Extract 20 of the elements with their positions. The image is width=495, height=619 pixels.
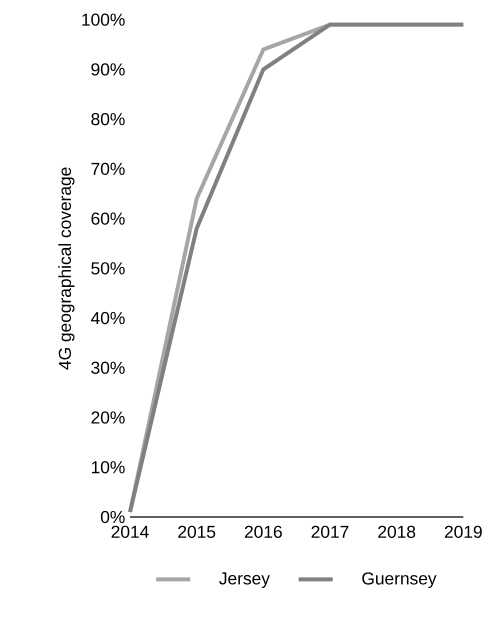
x-tick-label: 2016: [244, 526, 282, 538]
y-tick-label: 30%: [91, 362, 125, 374]
x-tick-label: 2015: [178, 526, 216, 538]
y-tick-label: 70%: [91, 162, 125, 175]
y-axis-title: 4G geographical coverage: [58, 168, 74, 370]
x-tick-label: 2014: [112, 526, 149, 538]
y-tick-label: 60%: [91, 212, 125, 225]
y-tick-label: 0%: [100, 510, 125, 524]
x-tick-label: 2017: [312, 526, 348, 538]
y-tick-label: 40%: [90, 312, 125, 324]
y-tick-label: 90%: [91, 63, 125, 76]
y-tick-label: 10%: [92, 461, 125, 474]
x-tick-label: 2018: [378, 526, 416, 538]
y-tick-label: 80%: [91, 112, 125, 126]
y-tick-label: 50%: [91, 262, 125, 274]
legend-label: Jersey: [219, 572, 270, 588]
y-tick-label: 100%: [82, 14, 125, 26]
y-tick-label: 20%: [91, 411, 125, 424]
legend-label: Guernsey: [362, 572, 437, 588]
x-tick-label: 2019: [444, 526, 482, 538]
